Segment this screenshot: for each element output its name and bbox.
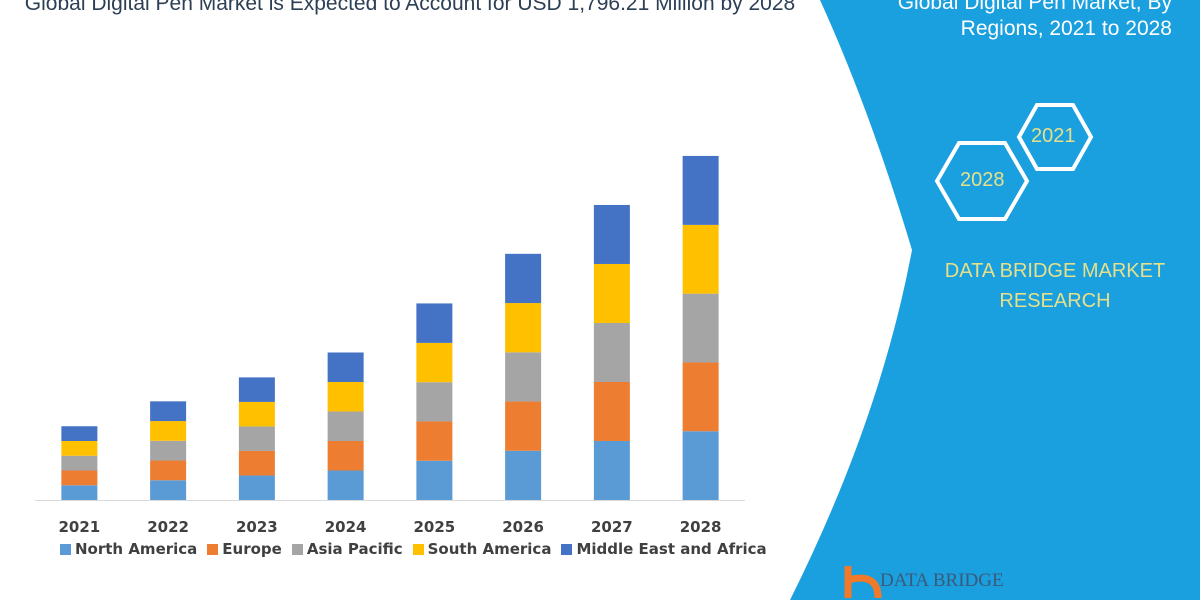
bar-segment-2022-1 xyxy=(150,460,187,481)
chart-title: Global Digital Pen Market is Expected to… xyxy=(24,0,796,15)
bar-segment-2028-2 xyxy=(682,293,719,363)
bar-segment-2027-0 xyxy=(593,440,630,500)
bar-segment-2023-0 xyxy=(238,475,275,500)
hex-2021 xyxy=(1016,103,1094,171)
bar-segment-2025-1 xyxy=(416,421,453,461)
logo-icon xyxy=(844,566,882,599)
bar-segment-2025-3 xyxy=(416,342,453,383)
bar-segment-2025-0 xyxy=(416,460,453,500)
x-tick-label: 2023 xyxy=(236,518,278,536)
x-tick-label: 2028 xyxy=(680,518,722,536)
bar-segment-2025-2 xyxy=(416,382,453,422)
legend-item: North America xyxy=(60,540,197,558)
bar-segment-2021-4 xyxy=(61,426,98,441)
bar-segment-2021-3 xyxy=(61,440,98,456)
side-title-line1: Global Digital Pen Market, By xyxy=(897,0,1172,14)
legend-swatch xyxy=(60,543,71,555)
side-title-line2: Regions, 2021 to 2028 xyxy=(960,17,1172,40)
brand-line1: DATA BRIDGE MARKET xyxy=(944,260,1166,282)
bar-segment-2023-4 xyxy=(238,377,275,402)
bar-segment-2024-0 xyxy=(327,470,364,500)
bar-segment-2024-4 xyxy=(327,352,364,382)
bar-segment-2022-2 xyxy=(150,440,187,461)
legend-item: Middle East and Africa xyxy=(561,540,767,558)
bar-segment-2024-2 xyxy=(327,411,364,441)
bar-segment-2027-1 xyxy=(593,381,630,441)
bar-segment-2023-3 xyxy=(238,401,275,427)
side-panel xyxy=(790,0,1200,600)
bar-segment-2026-4 xyxy=(505,253,542,304)
bar-segment-2023-2 xyxy=(238,426,275,451)
x-tick-label: 2025 xyxy=(414,518,456,536)
bar-segment-2028-0 xyxy=(682,431,719,500)
legend-item: Europe xyxy=(207,540,282,558)
hex-2028 xyxy=(934,141,1030,221)
legend-swatch xyxy=(412,543,424,555)
x-tick-label: 2026 xyxy=(502,518,544,536)
hex-label-2028: 2028 xyxy=(960,169,1005,191)
bar-segment-2024-3 xyxy=(327,381,364,412)
legend-swatch xyxy=(291,543,303,555)
bar-segment-2027-4 xyxy=(593,204,630,264)
legend-label: North America xyxy=(75,540,198,558)
chart: 2021 2022 2023 2024 2025 2026 2027 2028 xyxy=(35,155,745,536)
bar-segment-2026-1 xyxy=(505,401,542,451)
legend-label: Europe xyxy=(222,540,282,558)
legend-swatch xyxy=(207,543,219,555)
legend: North America Europe Asia Pacific South Ame… xyxy=(60,540,767,558)
bar-segment-2022-4 xyxy=(150,401,187,422)
bar-segment-2027-2 xyxy=(593,322,630,382)
legend-label: Middle East and Africa xyxy=(576,540,767,558)
side-panel-title: Global Digital Pen Market, By Regions, 2… xyxy=(898,0,1172,42)
x-tick-label: 2024 xyxy=(325,518,367,536)
legend-item: South America xyxy=(412,540,552,558)
bar-segment-2026-3 xyxy=(505,303,542,353)
x-tick-label: 2021 xyxy=(59,518,101,536)
bar-segment-2028-1 xyxy=(682,362,719,432)
legend-label: Asia Pacific xyxy=(306,540,403,558)
x-tick-label: 2022 xyxy=(147,518,189,536)
x-tick-label: 2027 xyxy=(591,518,633,536)
bar-segment-2024-1 xyxy=(327,440,364,471)
bar-segment-2026-0 xyxy=(505,450,542,500)
bar-segment-2022-3 xyxy=(150,421,187,441)
bar-segment-2021-2 xyxy=(61,455,98,471)
bar-segment-2021-1 xyxy=(61,470,98,486)
logo-text: DATA BRIDGE xyxy=(880,570,1004,591)
bar-segment-2028-3 xyxy=(682,224,719,294)
bar-segment-2021-0 xyxy=(61,485,98,500)
brand-line2: RESEARCH xyxy=(999,290,1111,312)
bar-segment-2023-1 xyxy=(238,450,275,476)
hex-label-2021: 2021 xyxy=(1031,125,1076,147)
legend-item: Asia Pacific xyxy=(291,540,403,558)
legend-swatch xyxy=(561,543,573,555)
bar-segment-2027-3 xyxy=(593,263,630,323)
bar-segment-2026-2 xyxy=(505,352,542,402)
bar-segment-2028-4 xyxy=(682,155,719,225)
bar-segment-2022-0 xyxy=(150,480,187,500)
brand-text: DATA BRIDGE MARKET RESEARCH xyxy=(915,256,1195,316)
bar-segment-2025-4 xyxy=(416,303,453,343)
legend-label: South America xyxy=(427,540,552,558)
